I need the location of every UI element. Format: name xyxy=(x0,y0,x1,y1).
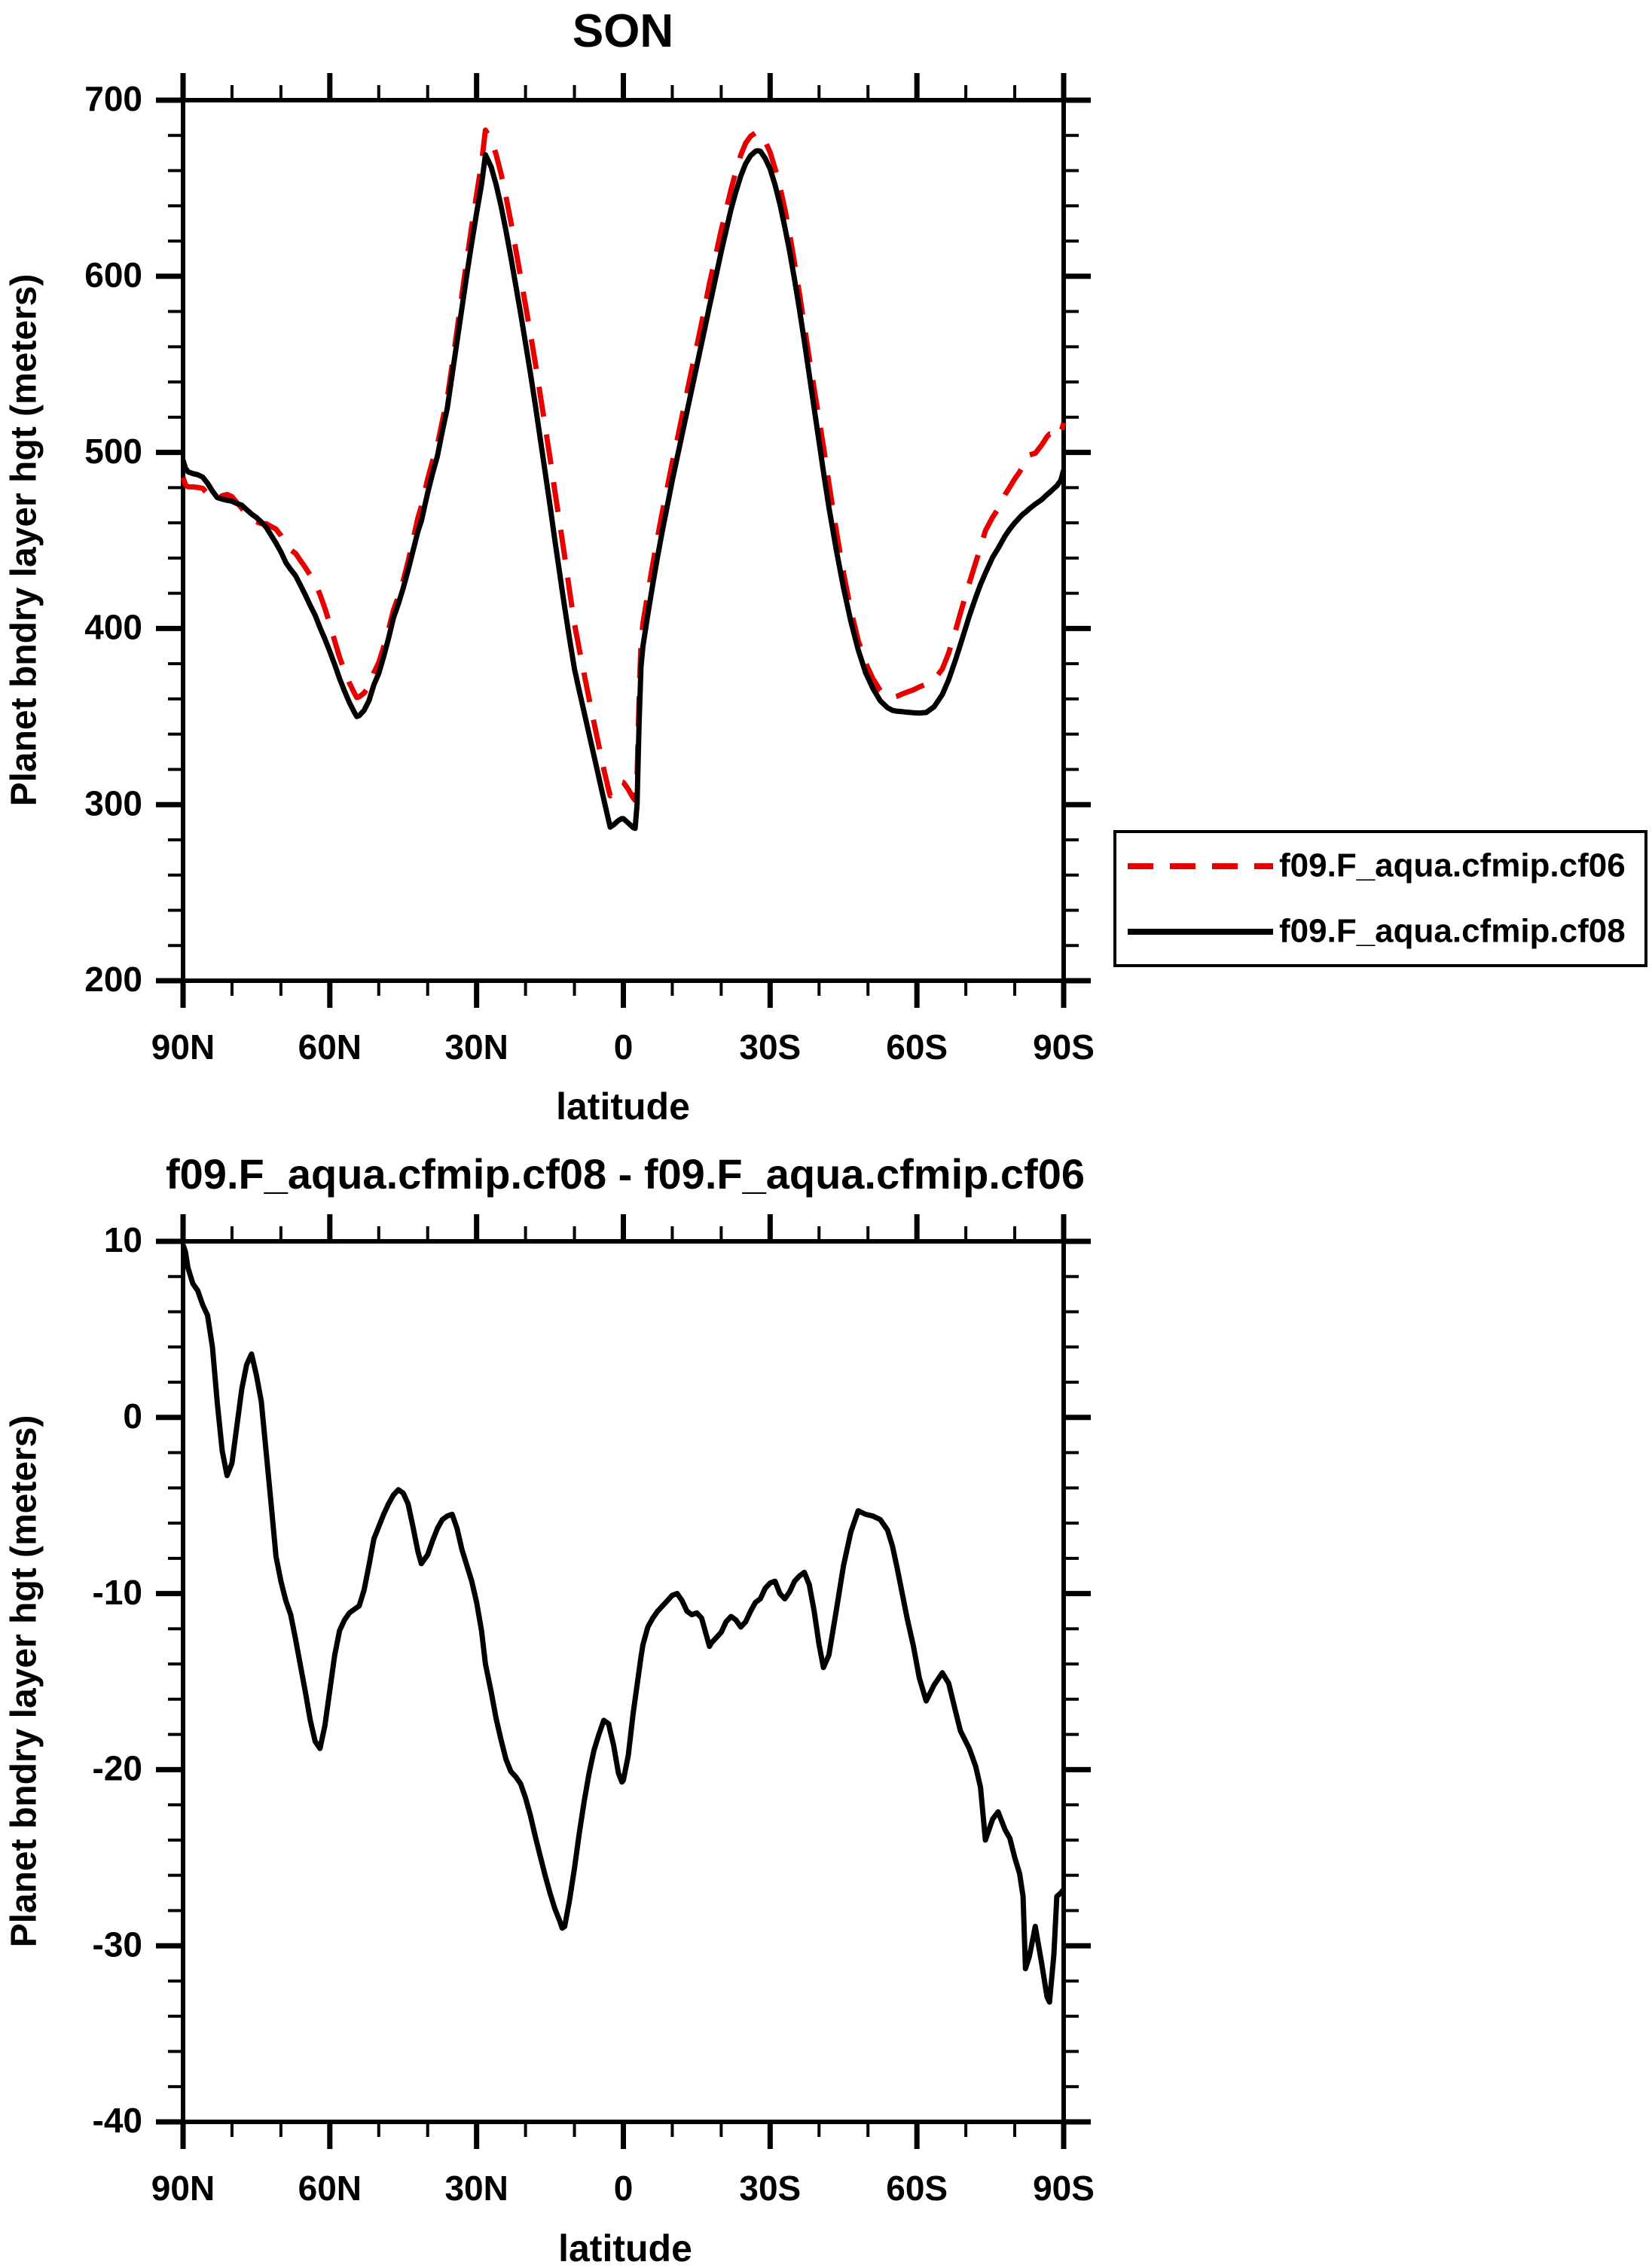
bottom-curve-solid xyxy=(180,1244,1066,2005)
bottom-y-tick-label: -10 xyxy=(93,1573,142,1612)
bottom-y-tick-label: 0 xyxy=(123,1397,142,1436)
top-plot-x-axis-label: latitude xyxy=(556,1085,690,1128)
legend-label: f09.F_aqua.cfmip.cf06 xyxy=(1279,847,1626,884)
bottom-x-tick-label: 30S xyxy=(739,2169,801,2208)
top-x-tick-label: 60N xyxy=(298,1027,362,1067)
top-y-tick-label: 400 xyxy=(84,608,142,647)
bottom-y-tick-label: 10 xyxy=(104,1220,142,1259)
top-plot-frame xyxy=(181,98,1066,983)
bottom-plot-frame xyxy=(181,1239,1066,2124)
bottom-y-tick-label: -30 xyxy=(93,1925,142,1964)
bottom-x-tick-label: 60N xyxy=(298,2169,362,2208)
top-curve-solid xyxy=(180,148,1067,832)
bottom-y-tick-label: -20 xyxy=(93,1749,142,1788)
bottom-x-tick-label: 0 xyxy=(614,2169,634,2208)
top-curve-cf06-dashed xyxy=(180,127,1067,803)
top-y-tick-label: 500 xyxy=(84,432,142,471)
top-y-tick-label: 600 xyxy=(84,255,142,295)
top-y-tick-label: 200 xyxy=(84,960,142,999)
top-y-tick-label: 300 xyxy=(84,783,142,823)
bottom-y-tick-label: -40 xyxy=(93,2101,142,2140)
top-x-tick-label: 60S xyxy=(886,1027,948,1067)
top-x-tick-label: 30N xyxy=(444,1027,508,1067)
legend-label: f09.F_aqua.cfmip.cf08 xyxy=(1279,913,1626,950)
bottom-plot-title: f09.F_aqua.cfmip.cf08 - f09.F_aqua.cfmip… xyxy=(166,1150,1085,1198)
bottom-x-tick-label: 90N xyxy=(151,2169,215,2208)
top-x-tick-label: 90N xyxy=(151,1027,215,1067)
bottom-x-tick-label: 60S xyxy=(886,2169,948,2208)
top-x-tick-label: 0 xyxy=(614,1027,634,1067)
top-y-tick-label: 700 xyxy=(84,79,142,118)
bottom-plot-x-axis-label: latitude xyxy=(558,2227,692,2268)
top-plot-title: SON xyxy=(572,5,674,57)
top-x-tick-label: 30S xyxy=(739,1027,801,1067)
bottom-x-tick-label: 90S xyxy=(1033,2169,1095,2208)
top-x-tick-label: 90S xyxy=(1033,1027,1095,1067)
legend-box xyxy=(1113,830,1647,967)
bottom-x-tick-label: 30N xyxy=(444,2169,508,2208)
